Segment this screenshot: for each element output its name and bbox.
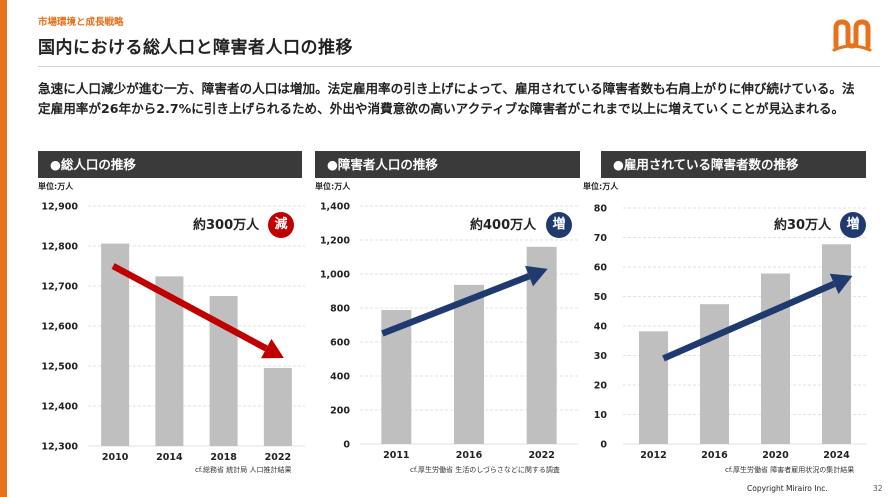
trend-arrow-shaft (381, 273, 531, 337)
y-tick-label: 600 (330, 338, 350, 349)
bar-2016 (700, 304, 729, 444)
y-tick-label: 12,400 (41, 402, 78, 413)
x-tick-label: 2024 (823, 450, 850, 461)
callout-employed-disabled: 約30万人 (774, 218, 832, 233)
y-tick-label: 400 (330, 372, 350, 383)
x-tick-label: 2010 (102, 452, 129, 463)
y-tick-label: 12,900 (41, 202, 78, 213)
page-number: 32 (873, 484, 883, 493)
increase-badge: 増 (546, 212, 572, 238)
y-tick-label: 0 (343, 440, 350, 451)
y-tick-label: 1,000 (320, 270, 350, 281)
lead-paragraph: 急速に人口減少が進む一方、障害者の人口は増加。法定雇用率の引き上げによって、雇用… (38, 81, 855, 116)
x-tick-label: 2018 (210, 452, 237, 463)
y-tick-label: 200 (330, 406, 350, 417)
chart-total-population: 12,300 12,400 12,500 12,600 12,700 12,800 12,9… (41, 202, 305, 463)
decrease-badge: 減 (268, 212, 294, 238)
title-divider (38, 66, 880, 67)
y-tick-label: 20 (594, 381, 608, 392)
bar-2016 (454, 284, 484, 444)
panel-heading-disabled-population: ●障害者人口の推移 (315, 151, 580, 178)
y-tick-label: 12,700 (41, 282, 78, 293)
increase-badge: 増 (840, 212, 866, 238)
bar-2024 (822, 244, 851, 444)
y-tick-label: 70 (594, 233, 608, 244)
trend-arrow-head (525, 265, 548, 287)
bar-2010 (101, 243, 130, 446)
unit-label: 単位:万人 (38, 182, 74, 191)
y-tick-label: 40 (594, 322, 608, 333)
copyright-footer: Copyright Mirairo Inc. (747, 484, 828, 493)
bar-2020 (761, 273, 790, 444)
unit-label: 単位:万人 (315, 182, 351, 191)
y-tick-label: 50 (594, 292, 608, 303)
x-tick-label: 2012 (640, 450, 666, 461)
callout-disabled-population: 約400万人 (470, 218, 537, 233)
y-tick-label: 12,300 (41, 442, 78, 453)
chart-employed-disabled: 0 10 20 30 40 50 60 70 80 2012 2016 2020 2024 (594, 204, 867, 461)
y-tick-label: 30 (594, 351, 608, 362)
source-note: cf.厚生労働省 障害者雇用状況の集計結果 (725, 466, 855, 474)
section-label: 市場環境と成長戦略 (38, 17, 124, 28)
panel-heading-employed-disabled: ●雇用されている障害者数の推移 (601, 151, 866, 178)
y-tick-label: 0 (600, 440, 607, 451)
x-tick-label: 2020 (762, 450, 789, 461)
y-tick-label: 10 (594, 410, 608, 421)
x-tick-label: 2014 (156, 452, 183, 463)
trend-arrow-shaft (111, 263, 268, 352)
trend-arrow-shaft (662, 280, 836, 362)
x-tick-label: 2022 (265, 452, 291, 463)
y-tick-label: 12,500 (41, 362, 78, 373)
unit-label: 単位:万人 (583, 182, 619, 191)
chart-disabled-population: 0 200 400 600 800 1,000 1,200 1,400 2011 2016 2022 (320, 202, 578, 461)
y-tick-label: 80 (594, 204, 608, 215)
trend-arrow-head (261, 338, 284, 359)
bar-2012 (639, 331, 668, 444)
y-tick-label: 12,800 (41, 242, 78, 253)
accent-side-bar (0, 0, 7, 497)
panel-heading-total-population: ●総人口の推移 (38, 151, 302, 178)
bar-2022 (263, 368, 292, 446)
trend-arrow-head (829, 273, 853, 294)
source-note: cf.厚生労働省 生活のしづらさなどに関する調査 (410, 466, 560, 474)
y-tick-label: 1,200 (320, 236, 350, 247)
y-tick-label: 60 (594, 263, 608, 274)
callout-total-population: 約300万人 (193, 218, 260, 233)
source-note: cf.総務省 統計局 人口推計結果 (195, 466, 292, 474)
page-title: 国内における総人口と障害者人口の推移 (38, 38, 353, 58)
mirairo-logo-icon (832, 19, 872, 52)
x-tick-label: 2016 (456, 450, 483, 461)
y-tick-label: 800 (330, 304, 350, 315)
x-tick-label: 2016 (701, 450, 728, 461)
x-tick-label: 2022 (528, 450, 554, 461)
y-tick-label: 12,600 (41, 322, 78, 333)
x-tick-label: 2011 (383, 450, 409, 461)
y-tick-label: 1,400 (320, 202, 350, 213)
